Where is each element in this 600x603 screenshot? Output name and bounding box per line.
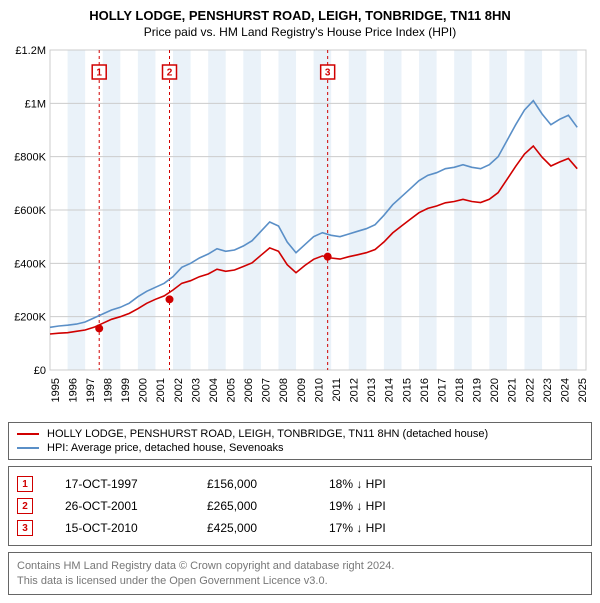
attribution-line: This data is licensed under the Open Gov… [17, 574, 583, 588]
svg-text:2009: 2009 [296, 378, 308, 402]
marker-date: 26-OCT-2001 [65, 499, 175, 513]
svg-text:3: 3 [325, 68, 331, 79]
svg-text:2004: 2004 [208, 378, 220, 402]
marker-badge: 2 [17, 498, 33, 514]
svg-text:£400K: £400K [14, 259, 46, 271]
svg-text:2010: 2010 [313, 378, 325, 402]
svg-text:£200K: £200K [14, 312, 46, 324]
marker-price: £425,000 [207, 521, 297, 535]
svg-text:£1.2M: £1.2M [15, 46, 46, 57]
svg-text:2024: 2024 [559, 378, 571, 402]
marker-badge: 3 [17, 520, 33, 536]
svg-text:2000: 2000 [138, 378, 150, 402]
svg-text:£1M: £1M [25, 99, 46, 111]
svg-text:2008: 2008 [278, 378, 290, 402]
svg-text:2023: 2023 [542, 378, 554, 402]
legend: HOLLY LODGE, PENSHURST ROAD, LEIGH, TONB… [8, 422, 592, 460]
svg-text:2019: 2019 [472, 378, 484, 402]
chart-title: HOLLY LODGE, PENSHURST ROAD, LEIGH, TONB… [8, 8, 592, 25]
marker-date: 15-OCT-2010 [65, 521, 175, 535]
svg-text:2012: 2012 [349, 378, 361, 402]
marker-diff: 18% ↓ HPI [329, 477, 386, 491]
svg-text:1997: 1997 [85, 378, 97, 402]
svg-text:2002: 2002 [173, 378, 185, 402]
svg-text:2015: 2015 [401, 378, 413, 402]
line-chart: £0 £200K £400K £600K £800K £1M £1.2M 1995 1996 19… [8, 46, 592, 416]
svg-text:2022: 2022 [524, 378, 536, 402]
svg-text:2007: 2007 [261, 378, 273, 402]
marker-diff: 17% ↓ HPI [329, 521, 386, 535]
svg-text:1: 1 [96, 68, 102, 79]
marker-badge: 1 [17, 476, 33, 492]
svg-text:2016: 2016 [419, 378, 431, 402]
svg-text:2025: 2025 [577, 378, 589, 402]
svg-text:2: 2 [167, 68, 173, 79]
legend-label: HOLLY LODGE, PENSHURST ROAD, LEIGH, TONB… [47, 428, 488, 440]
marker-row-1: 1 17-OCT-1997 £156,000 18% ↓ HPI [17, 473, 583, 495]
legend-swatch [17, 447, 39, 449]
marker-row-2: 2 26-OCT-2001 £265,000 19% ↓ HPI [17, 495, 583, 517]
legend-item-hpi: HPI: Average price, detached house, Seve… [17, 441, 583, 455]
svg-text:2013: 2013 [366, 378, 378, 402]
chart-area: £0 £200K £400K £600K £800K £1M £1.2M 1995 1996 19… [8, 46, 592, 416]
svg-text:1999: 1999 [120, 378, 132, 402]
marker-date: 17-OCT-1997 [65, 477, 175, 491]
svg-text:2001: 2001 [155, 378, 167, 402]
svg-text:1996: 1996 [67, 378, 79, 402]
legend-label: HPI: Average price, detached house, Seve… [47, 442, 283, 454]
svg-text:£600K: £600K [14, 205, 46, 217]
svg-text:2018: 2018 [454, 378, 466, 402]
svg-text:2021: 2021 [507, 378, 519, 402]
svg-text:2020: 2020 [489, 378, 501, 402]
svg-text:2011: 2011 [331, 378, 343, 402]
attribution: Contains HM Land Registry data © Crown c… [8, 552, 592, 595]
marker-price: £156,000 [207, 477, 297, 491]
marker-row-3: 3 15-OCT-2010 £425,000 17% ↓ HPI [17, 517, 583, 539]
legend-swatch [17, 433, 39, 435]
svg-text:1998: 1998 [103, 378, 115, 402]
marker-diff: 19% ↓ HPI [329, 499, 386, 513]
attribution-line: Contains HM Land Registry data © Crown c… [17, 559, 583, 573]
chart-subtitle: Price paid vs. HM Land Registry's House … [8, 25, 592, 41]
marker-price: £265,000 [207, 499, 297, 513]
svg-text:2017: 2017 [436, 378, 448, 402]
svg-text:2006: 2006 [243, 378, 255, 402]
title-block: HOLLY LODGE, PENSHURST ROAD, LEIGH, TONB… [8, 8, 592, 40]
svg-text:£800K: £800K [14, 152, 46, 164]
svg-text:1995: 1995 [50, 378, 62, 402]
svg-text:2014: 2014 [384, 378, 396, 402]
legend-item-property: HOLLY LODGE, PENSHURST ROAD, LEIGH, TONB… [17, 427, 583, 441]
svg-text:2005: 2005 [226, 378, 238, 402]
svg-text:£0: £0 [34, 365, 46, 377]
marker-table: 1 17-OCT-1997 £156,000 18% ↓ HPI 2 26-OC… [8, 466, 592, 546]
svg-text:2003: 2003 [190, 378, 202, 402]
